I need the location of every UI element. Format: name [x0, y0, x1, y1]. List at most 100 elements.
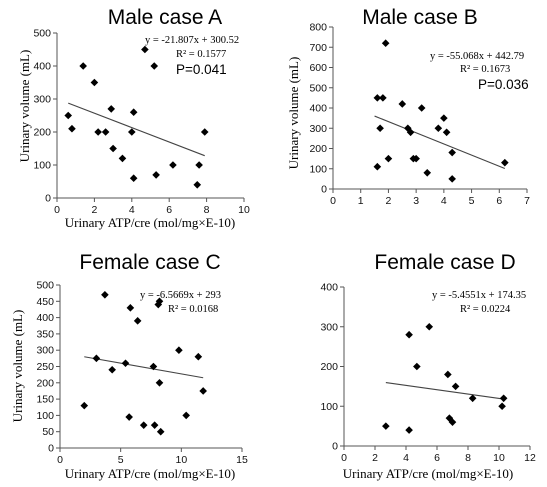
data-point-b	[379, 94, 387, 102]
y-tick-label-b: 100	[309, 163, 327, 175]
trend-line-b	[374, 115, 506, 169]
data-point-c	[101, 290, 109, 299]
y-tick-label-c: 450	[36, 296, 54, 308]
data-point-d	[448, 418, 457, 426]
data-point-a	[129, 108, 138, 116]
regression-equation-b: y = -55.068x + 442.79	[430, 51, 524, 62]
y-tick-label-a: 400	[33, 61, 51, 73]
r-squared-d: R² = 0.0224	[460, 304, 511, 315]
y-tick-label-b: 500	[309, 82, 327, 94]
data-point-c	[199, 387, 207, 395]
chart-title-a: Male case A	[108, 6, 222, 29]
data-point-d	[498, 402, 506, 411]
data-point-c	[133, 317, 142, 325]
regression-equation-a: y = -21.807x + 300.52	[145, 35, 239, 46]
y-axis-label-b: Urinary volume (mL)	[286, 57, 301, 170]
data-point-b	[381, 39, 390, 47]
y-tick-label-d: 0	[332, 441, 338, 453]
r-squared-c: R² = 0.0168	[168, 304, 218, 315]
y-tick-label-c: 50	[42, 426, 54, 438]
trend-line-c	[84, 356, 204, 379]
x-tick-label-b: 7	[524, 195, 530, 207]
data-point-d	[382, 422, 390, 430]
data-point-a	[79, 62, 87, 70]
x-tick-label-a: 0	[54, 204, 60, 216]
x-axis-label-a: Urinary ATP/cre (mol/mg×E-10)	[65, 215, 236, 230]
y-tick-label-c: 0	[48, 443, 54, 455]
x-tick-label-b: 3	[413, 195, 419, 207]
y-tick-label-b: 300	[309, 123, 327, 135]
y-tick-label-c: 250	[36, 361, 54, 373]
data-point-c	[156, 427, 165, 436]
data-point-b	[448, 148, 456, 157]
data-point-a	[195, 161, 203, 169]
data-point-d	[451, 382, 460, 391]
data-point-a	[101, 128, 110, 136]
data-point-c	[108, 365, 116, 374]
y-tick-label-d: 400	[320, 282, 338, 294]
x-axis-label-d: Urinary ATP/cre (mol/mg×E-10)	[343, 466, 514, 481]
data-point-d	[405, 426, 413, 434]
data-point-c	[155, 297, 164, 306]
x-tick-label-a: 2	[91, 204, 97, 216]
data-point-d	[405, 330, 413, 339]
data-point-b	[434, 124, 443, 133]
data-point-a	[193, 181, 202, 189]
y-tick-label-d: 300	[320, 321, 338, 333]
data-point-d	[413, 362, 421, 371]
y-tick-label-c: 350	[36, 328, 54, 340]
data-point-b	[384, 154, 393, 163]
data-point-b	[373, 162, 382, 171]
y-axis-label-c: Urinary volume (mL)	[10, 310, 25, 423]
data-point-b	[448, 175, 456, 183]
x-tick-label-c: 5	[118, 454, 124, 466]
y-tick-label-c: 150	[36, 394, 54, 406]
data-point-d	[468, 394, 477, 403]
data-point-a	[141, 45, 149, 54]
data-point-c	[182, 411, 190, 420]
y-tick-label-b: 600	[309, 62, 327, 74]
y-tick-label-b: 200	[309, 143, 327, 155]
y-tick-label-b: 700	[309, 42, 327, 54]
x-tick-label-c: 10	[175, 454, 187, 466]
panel-female-case-d: Female case D y = -5.4551x + 174.35 R² =…	[320, 251, 536, 481]
x-tick-label-b: 0	[330, 195, 336, 207]
y-tick-label-a: 200	[33, 127, 51, 139]
x-tick-label-d: 2	[372, 452, 378, 464]
data-point-c	[194, 352, 203, 361]
y-axis-label-a: Urinary volume (mL)	[17, 50, 32, 163]
data-point-c	[125, 413, 133, 421]
data-point-a	[128, 128, 136, 136]
data-point-a	[94, 128, 102, 136]
panel-male-case-b: Male case B y = -55.068x + 442.79 R² = 0…	[286, 6, 530, 207]
y-tick-label-b: 400	[309, 103, 327, 115]
y-tick-label-b: 800	[309, 22, 327, 34]
p-value-b: P=0.036	[478, 77, 529, 92]
data-point-b	[442, 128, 451, 137]
x-tick-label-c: 0	[57, 454, 63, 466]
x-tick-label-a: 8	[204, 204, 210, 216]
y-tick-label-c: 300	[36, 345, 54, 357]
chart-title-d: Female case D	[374, 251, 515, 274]
x-tick-label-d: 6	[434, 452, 440, 464]
data-point-a	[118, 154, 127, 163]
x-tick-label-a: 6	[166, 204, 172, 216]
x-axis-label-c: Urinary ATP/cre (mol/mg×E-10)	[65, 466, 236, 481]
regression-equation-c: y = -6.5669x + 293	[140, 290, 221, 301]
data-point-a	[90, 78, 99, 87]
data-point-b	[376, 124, 384, 133]
chart-title-c: Female case C	[79, 251, 220, 274]
panel-female-case-c: Female case C y = -6.5669x + 293 R² = 0.…	[10, 251, 248, 481]
y-tick-label-a: 0	[45, 193, 51, 205]
y-tick-label-c: 400	[36, 312, 54, 324]
data-point-b	[406, 128, 415, 137]
x-tick-label-d: 4	[403, 452, 409, 464]
trend-line-d	[385, 382, 504, 400]
data-point-b	[440, 114, 448, 122]
x-tick-label-a: 4	[129, 204, 135, 216]
panel-male-case-a: Male case A y = -21.807x + 300.52 R² = 0…	[17, 6, 250, 230]
data-point-d	[499, 394, 508, 403]
data-point-c	[121, 359, 130, 368]
y-tick-label-a: 300	[33, 94, 51, 106]
